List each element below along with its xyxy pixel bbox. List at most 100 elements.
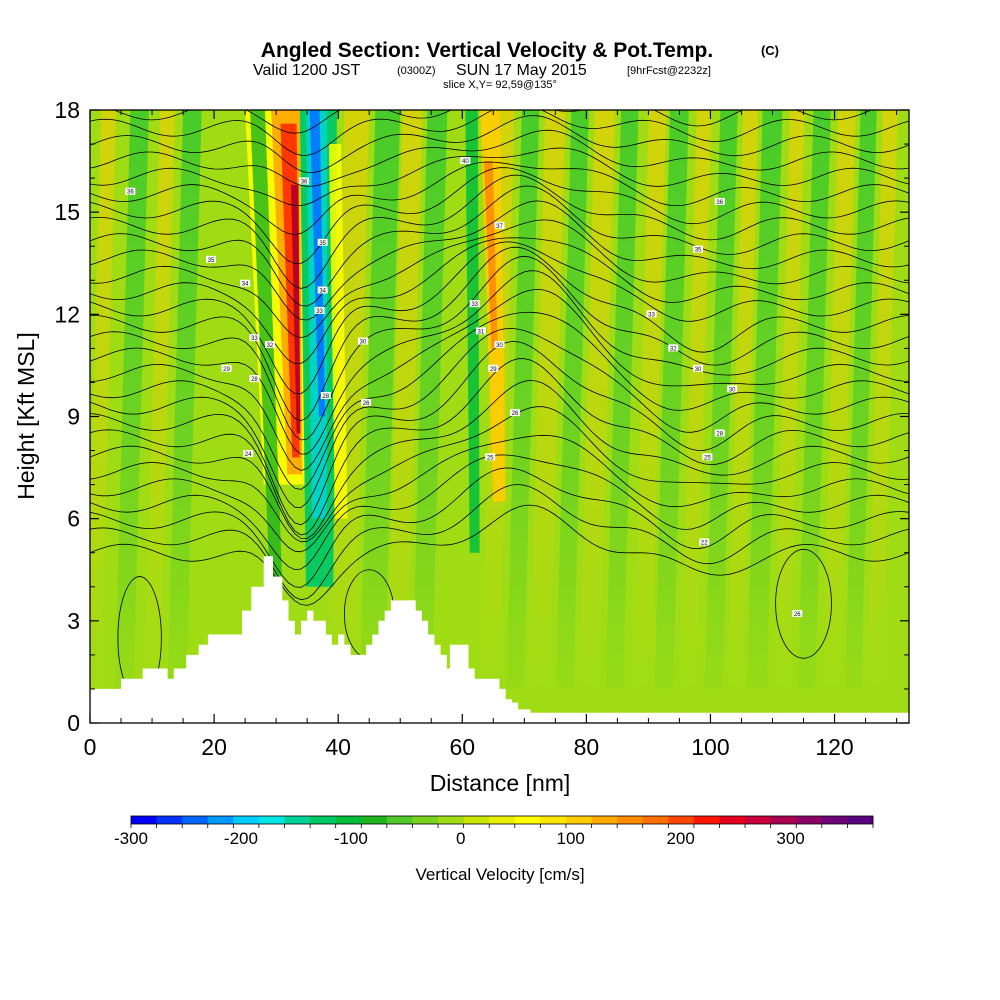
contour-label-bg bbox=[494, 340, 505, 348]
contour-label-bg bbox=[693, 364, 704, 372]
colorbar-swatch bbox=[745, 816, 772, 824]
contour-label: 37 bbox=[496, 224, 503, 230]
contour-label-bg bbox=[317, 286, 328, 294]
colorbar-swatch bbox=[693, 816, 720, 824]
isentrope-line bbox=[90, 147, 909, 206]
colorbar-swatch bbox=[617, 816, 644, 824]
plot-area: 36 35 34 33 32 29 28 24 36 35 34 33 30 28 26 40 37 33 31 30… bbox=[90, 110, 909, 723]
colorbar-swatch bbox=[642, 816, 669, 824]
isentrope-line bbox=[90, 115, 909, 174]
x-tick-label: 0 bbox=[84, 734, 97, 760]
colorbar-swatch bbox=[847, 816, 874, 824]
isentrope-line bbox=[90, 174, 909, 289]
contour-label: 30 bbox=[360, 340, 367, 346]
contour-label-bg bbox=[243, 449, 254, 457]
contour-label: 33 bbox=[316, 309, 323, 315]
y-tick-label: 0 bbox=[67, 710, 80, 736]
contour-label: 35 bbox=[695, 248, 702, 254]
colorbar-swatch bbox=[131, 816, 157, 824]
contour-label: 33 bbox=[471, 302, 478, 308]
colorbar-swatch bbox=[412, 816, 439, 824]
contour-label-bg bbox=[510, 409, 521, 417]
contour-label: 30 bbox=[695, 367, 702, 373]
contour-label: 35 bbox=[208, 258, 215, 264]
velocity-band bbox=[90, 110, 117, 689]
contour-label: 24 bbox=[245, 452, 252, 458]
colorbar-swatch bbox=[463, 816, 490, 824]
colorbar-swatch bbox=[207, 816, 234, 824]
contour-label: 26 bbox=[794, 612, 801, 618]
contour-label-bg bbox=[314, 306, 325, 314]
contour-label-bg bbox=[702, 453, 713, 461]
velocity-band bbox=[633, 110, 667, 689]
colorbar-swatch bbox=[821, 816, 848, 824]
y-tick-label: 15 bbox=[54, 199, 80, 225]
colorbar-swatch bbox=[258, 816, 285, 824]
contour-label-bg bbox=[485, 453, 496, 461]
colorbar-swatch bbox=[719, 816, 746, 824]
isentrope-line bbox=[775, 548, 832, 659]
velocity-band bbox=[845, 110, 877, 689]
contour-label-bg bbox=[693, 245, 704, 253]
contour-label: 30 bbox=[729, 387, 736, 393]
x-tick-label: 80 bbox=[574, 734, 600, 760]
colorbar-swatch bbox=[514, 816, 541, 824]
contour-label: 34 bbox=[319, 288, 326, 294]
y-tick-label: 3 bbox=[67, 608, 80, 634]
isentrope-line bbox=[90, 167, 909, 265]
forecast-label: [9hrFcst@2232z] bbox=[627, 65, 711, 77]
y-tick-label: 18 bbox=[54, 97, 80, 123]
y-tick-label: 12 bbox=[54, 301, 80, 327]
contour-label-bg bbox=[714, 197, 725, 205]
contour-label-bg bbox=[727, 385, 738, 393]
contour-label-bg bbox=[469, 300, 480, 308]
chart-title-block: Angled Section: Vertical Velocity & Pot.… bbox=[253, 39, 779, 91]
velocity-band bbox=[387, 110, 423, 689]
colorbar-swatch bbox=[668, 816, 695, 824]
isentrope-line bbox=[90, 454, 909, 571]
isentrope-line bbox=[90, 255, 909, 441]
colorbar-swatch bbox=[361, 816, 388, 824]
isentrope-line bbox=[90, 484, 909, 601]
x-tick-label: 40 bbox=[325, 734, 351, 760]
contour-label: 32 bbox=[670, 346, 677, 352]
velocity-band bbox=[529, 110, 566, 689]
velocity-band bbox=[727, 110, 759, 689]
x-tick-label: 60 bbox=[449, 734, 475, 760]
isentrope-line bbox=[90, 379, 909, 539]
isentrope-line bbox=[90, 434, 909, 553]
contour-label-bg bbox=[249, 334, 260, 342]
contour-label: 29 bbox=[490, 367, 497, 373]
colorbar-swatch bbox=[156, 816, 183, 824]
isentrope-line bbox=[90, 219, 909, 339]
valid-time-utc: (0300Z) bbox=[397, 65, 436, 77]
x-tick-label: 100 bbox=[691, 734, 729, 760]
contour-label: 36 bbox=[301, 180, 308, 186]
colorbar-tick-label: 0 bbox=[456, 829, 465, 848]
slice-label: slice X,Y= 92,59@135° bbox=[443, 79, 557, 91]
colorbar-swatch bbox=[565, 816, 592, 824]
contour-label-bg bbox=[488, 364, 499, 372]
colorbar-swatch bbox=[591, 816, 618, 824]
y-axis-label: Height [Kft MSL] bbox=[13, 332, 39, 499]
velocity-band bbox=[412, 110, 448, 689]
contour-label: 28 bbox=[716, 432, 723, 438]
velocity-band bbox=[555, 110, 589, 689]
colorbar-swatch bbox=[540, 816, 567, 824]
velocity-band bbox=[867, 110, 898, 689]
contour-label-bg bbox=[475, 327, 486, 335]
velocity-band bbox=[654, 110, 689, 689]
isentrope-line bbox=[90, 110, 909, 156]
isentrope-line bbox=[90, 311, 909, 490]
contour-label: 34 bbox=[242, 282, 249, 288]
terrain-mask bbox=[90, 556, 909, 723]
isentrope-line bbox=[90, 406, 909, 543]
chart-title: Angled Section: Vertical Velocity & Pot.… bbox=[261, 39, 713, 62]
contour-label: 35 bbox=[319, 241, 326, 247]
y-tick-label: 6 bbox=[67, 506, 80, 532]
colorbar-swatch bbox=[182, 816, 209, 824]
contour-label-bg bbox=[358, 337, 368, 345]
colorbar-title: Vertical Velocity [cm/s] bbox=[415, 865, 584, 884]
chart-title-suffix: (C) bbox=[761, 43, 779, 58]
